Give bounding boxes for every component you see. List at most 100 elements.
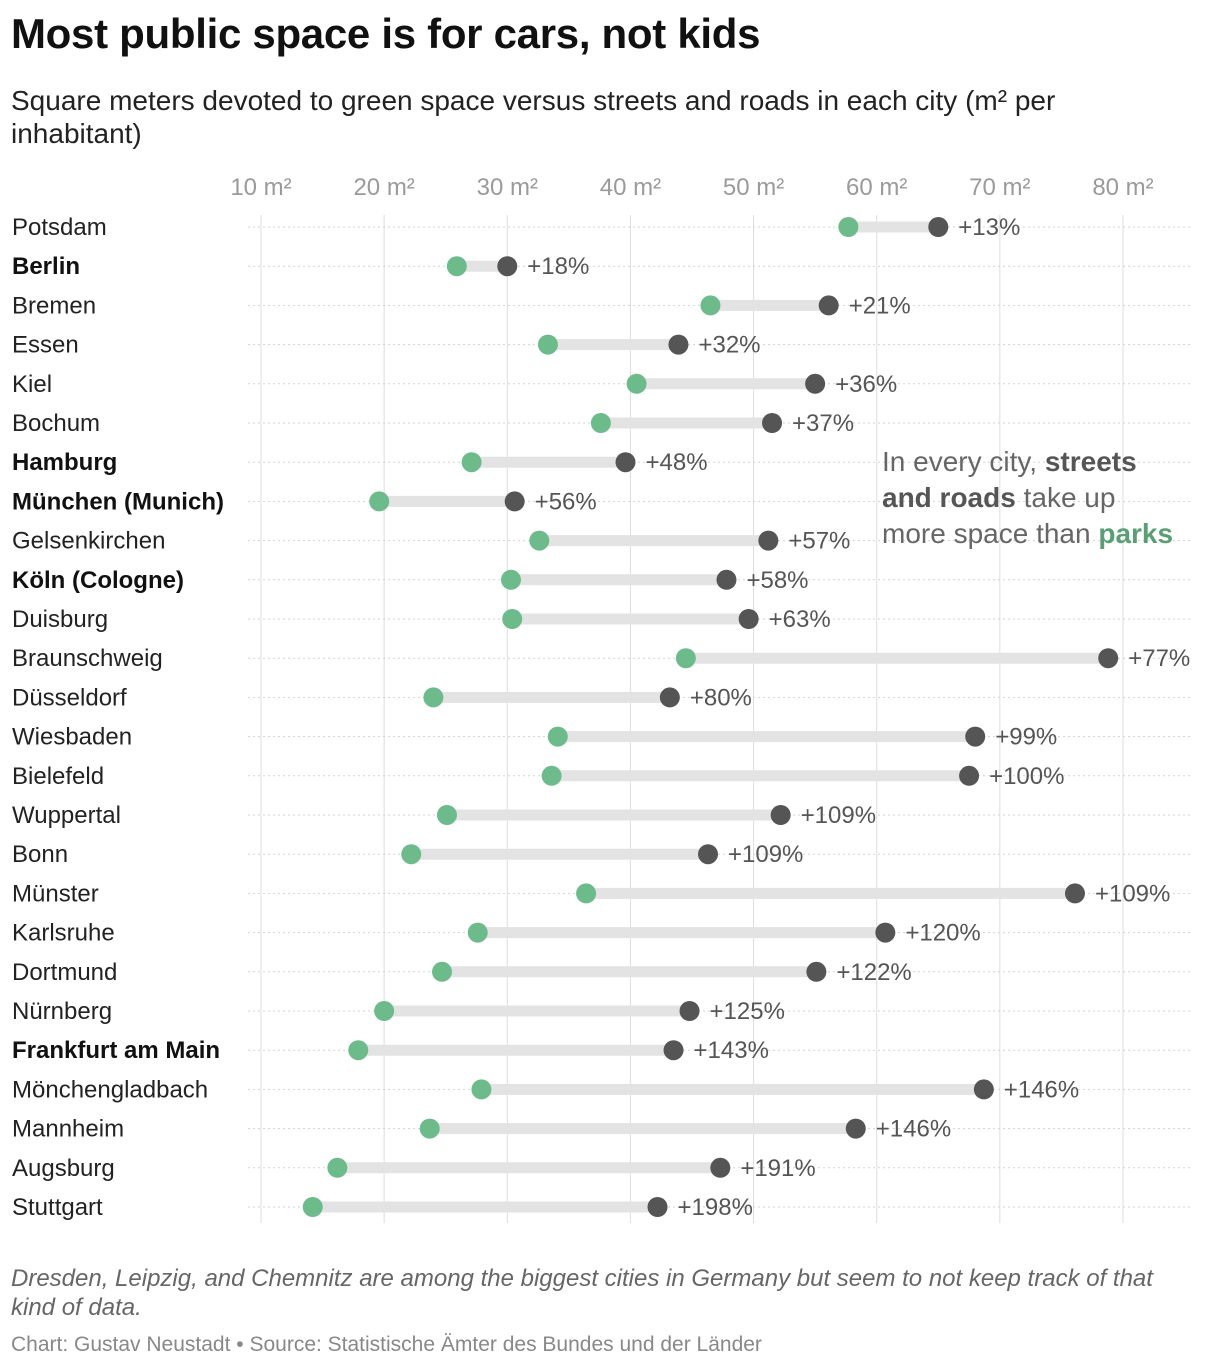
roads-dot — [758, 530, 779, 551]
city-label: Stuttgart — [12, 1194, 103, 1221]
city-label: Berlin — [12, 253, 80, 280]
city-row: Mönchengladbach +146% — [12, 1076, 1190, 1103]
percent-label: +143% — [694, 1037, 769, 1064]
roads-dot — [663, 1040, 684, 1061]
gridlines — [260, 215, 1124, 1223]
city-label: Frankfurt am Main — [12, 1037, 220, 1064]
green-space-dot — [432, 961, 453, 982]
city-row: Braunschweig +77% — [12, 645, 1190, 672]
annotation-text-middle: take up more space than — [882, 482, 1116, 549]
green-space-dot — [502, 609, 523, 629]
chart-annotation: In every city, streets and roads take up… — [882, 444, 1182, 552]
city-row: Augsburg +191% — [12, 1155, 1190, 1182]
green-space-dot — [327, 1157, 348, 1178]
x-tick-label: 60 m² — [846, 174, 907, 201]
percent-label: +37% — [792, 410, 854, 437]
city-label: Kiel — [12, 371, 52, 398]
roads-dot — [647, 1197, 668, 1217]
percent-label: +146% — [1004, 1076, 1079, 1103]
green-space-dot — [374, 1001, 395, 1021]
city-label: Bremen — [12, 292, 96, 319]
x-tick-label: 10 m² — [230, 174, 291, 201]
city-row: Stuttgart +198% — [12, 1194, 1190, 1221]
roads-dot — [659, 687, 680, 708]
city-label: Wiesbaden — [12, 724, 132, 751]
city-row: Potsdam +13% — [12, 214, 1190, 241]
green-space-dot — [576, 883, 597, 904]
percent-label: +36% — [835, 371, 897, 398]
roads-dot — [818, 295, 839, 316]
city-label: Wuppertal — [12, 802, 121, 829]
city-row: Duisburg +63% — [12, 606, 1190, 633]
x-tick-label: 50 m² — [723, 174, 784, 201]
city-row: Dortmund +122% — [12, 959, 1190, 986]
city-rows: Potsdam +13% Berlin +18% Bremen +21% Essen +32%… — [12, 214, 1190, 1221]
city-row: Gelsenkirchen +57% — [12, 528, 1190, 555]
x-tick-label: 20 m² — [353, 174, 414, 201]
percent-label: +13% — [958, 214, 1020, 241]
city-label: Bonn — [12, 841, 68, 868]
percent-label: +56% — [535, 488, 597, 515]
x-tick-label: 30 m² — [477, 174, 538, 201]
percent-label: +125% — [710, 998, 785, 1025]
green-space-dot — [423, 687, 444, 708]
city-label: Nürnberg — [12, 998, 112, 1025]
city-label: Mannheim — [12, 1116, 124, 1143]
footnote: Dresden, Leipzig, and Chemnitz are among… — [11, 1265, 1153, 1321]
percent-label: +109% — [728, 841, 803, 868]
percent-label: +21% — [849, 292, 911, 319]
roads-dot — [762, 413, 783, 433]
green-space-dot — [547, 726, 568, 747]
city-row: Köln (Cologne) +58% — [12, 567, 1190, 594]
percent-label: +99% — [995, 724, 1057, 751]
percent-label: +100% — [989, 763, 1064, 790]
city-label: Braunschweig — [12, 645, 163, 672]
chart-title: Most public space is for cars, not kids — [11, 10, 761, 57]
roads-dot — [959, 765, 980, 786]
x-axis-ticks: 10 m² 20 m² 30 m² 40 m² 50 m² 60 m² 70 m² 80 m² — [230, 174, 1153, 201]
percent-label: +109% — [1095, 880, 1170, 907]
city-label: München (Munich) — [12, 488, 224, 515]
roads-dot — [1064, 883, 1085, 904]
annotation-parks: parks — [1098, 518, 1174, 549]
green-space-dot — [446, 256, 467, 277]
city-row: Münster +109% — [12, 880, 1190, 907]
city-row: Hamburg +48% — [12, 449, 1190, 476]
roads-dot — [716, 569, 737, 590]
roads-dot — [806, 961, 827, 982]
green-space-dot — [401, 844, 422, 865]
city-row: Berlin +18% — [12, 253, 1190, 280]
city-row: Düsseldorf +80% — [12, 684, 1190, 711]
city-row: Mannheim +146% — [12, 1116, 1190, 1143]
green-space-dot — [500, 569, 521, 590]
city-row: Bremen +21% — [12, 292, 1190, 319]
green-space-dot — [302, 1197, 323, 1217]
roads-dot — [679, 1001, 700, 1021]
city-label: Essen — [12, 332, 79, 359]
roads-dot — [710, 1157, 731, 1178]
percent-label: +63% — [769, 606, 831, 633]
city-label: Hamburg — [12, 449, 117, 476]
roads-dot — [965, 726, 986, 747]
percent-label: +122% — [836, 959, 911, 986]
roads-dot — [698, 844, 719, 865]
percent-label: +57% — [788, 528, 850, 555]
city-label: Bielefeld — [12, 763, 104, 790]
city-row: Wiesbaden +99% — [12, 724, 1190, 751]
green-space-dot — [471, 1079, 492, 1100]
percent-label: +18% — [527, 253, 589, 280]
x-tick-label: 40 m² — [600, 174, 661, 201]
source-credit: Chart: Gustav Neustadt • Source: Statist… — [11, 1333, 762, 1356]
city-row: Wuppertal +109% — [12, 802, 1190, 829]
roads-dot — [875, 922, 896, 943]
city-label: Mönchengladbach — [12, 1076, 208, 1103]
city-label: Potsdam — [12, 214, 107, 241]
roads-dot — [668, 334, 689, 355]
city-label: Münster — [12, 880, 99, 907]
city-row: Bielefeld +100% — [12, 763, 1190, 790]
percent-label: +198% — [678, 1194, 753, 1221]
percent-label: +120% — [905, 920, 980, 947]
green-space-dot — [838, 217, 859, 237]
roads-dot — [770, 805, 791, 825]
x-tick-label: 70 m² — [969, 174, 1030, 201]
